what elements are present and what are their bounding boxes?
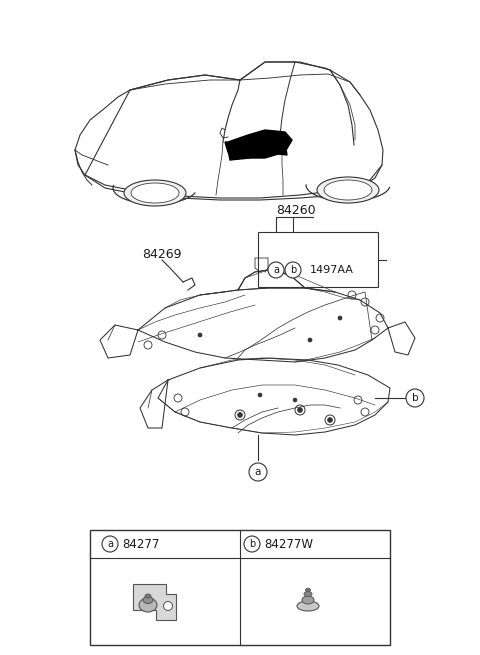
Bar [90,530,390,645]
Circle shape [293,398,297,402]
Circle shape [338,316,342,320]
Circle shape [406,389,424,407]
Ellipse shape [131,183,179,203]
Ellipse shape [305,588,311,591]
Circle shape [298,407,302,413]
Ellipse shape [145,594,151,598]
Circle shape [268,262,284,278]
Text: 84260: 84260 [276,204,316,217]
Polygon shape [228,148,250,160]
Circle shape [102,536,118,552]
Ellipse shape [297,601,319,611]
Text: b: b [412,393,418,403]
Polygon shape [225,130,292,158]
Circle shape [258,393,262,397]
Circle shape [327,417,333,422]
Ellipse shape [139,598,157,612]
Circle shape [238,413,242,417]
Circle shape [249,463,267,481]
Circle shape [164,601,172,610]
Text: b: b [249,539,255,549]
Text: 84277: 84277 [122,538,159,550]
Text: 84269: 84269 [142,248,181,261]
Text: 84277W: 84277W [264,538,313,550]
Circle shape [198,333,202,337]
Circle shape [244,536,260,552]
Ellipse shape [143,597,153,603]
Text: 1497AA: 1497AA [310,265,354,275]
Ellipse shape [317,177,379,203]
Text: a: a [255,467,261,477]
Text: b: b [290,265,296,275]
Polygon shape [133,584,176,620]
Bar [258,232,378,287]
Text: a: a [107,539,113,549]
Polygon shape [268,140,287,155]
Circle shape [285,262,301,278]
Ellipse shape [324,180,372,200]
Text: a: a [273,265,279,275]
Ellipse shape [124,180,186,206]
Ellipse shape [302,596,314,604]
Circle shape [308,338,312,342]
Ellipse shape [304,591,312,597]
